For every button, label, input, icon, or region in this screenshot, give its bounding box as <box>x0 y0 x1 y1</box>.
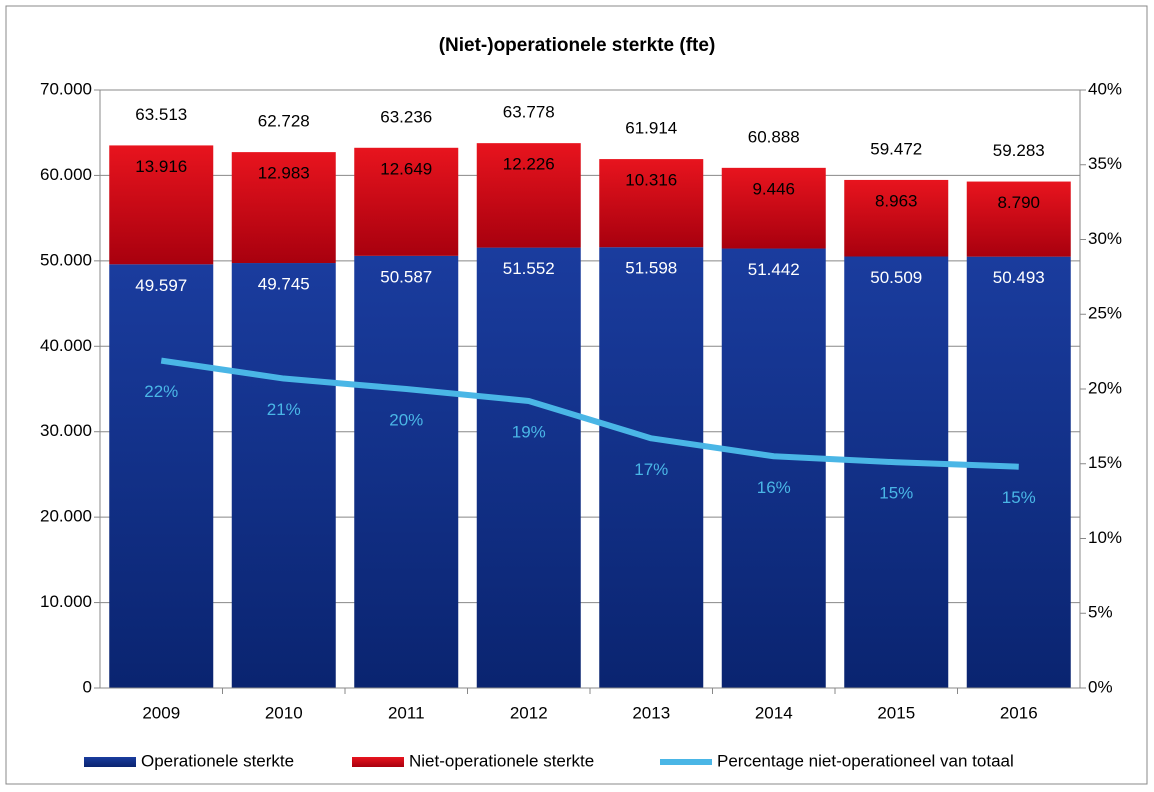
y2-tick-label: 15% <box>1088 453 1122 472</box>
total-label: 59.472 <box>870 139 922 158</box>
bar-segment <box>231 152 336 264</box>
line-label: 17% <box>634 460 668 479</box>
x-tick-label: 2009 <box>142 703 180 722</box>
y2-tick-label: 30% <box>1088 229 1122 248</box>
data-label: 12.983 <box>258 164 310 183</box>
x-tick-label: 2014 <box>755 703 793 722</box>
y2-tick-label: 5% <box>1088 603 1113 622</box>
bar-segment <box>966 256 1071 688</box>
line-label: 15% <box>879 484 913 503</box>
bar-segment <box>844 256 949 688</box>
y2-tick-label: 0% <box>1088 677 1113 696</box>
total-label: 63.236 <box>380 107 432 126</box>
total-label: 63.513 <box>135 105 187 124</box>
data-label: 51.598 <box>625 259 677 278</box>
total-label: 63.778 <box>503 103 555 122</box>
total-label: 59.283 <box>993 141 1045 160</box>
y2-tick-label: 40% <box>1088 79 1122 98</box>
bar-segment <box>109 145 214 265</box>
x-tick-label: 2012 <box>510 703 548 722</box>
line <box>160 357 1019 470</box>
y-tick-label: 30.000 <box>40 421 92 440</box>
data-label: 8.790 <box>997 193 1040 212</box>
y-tick-label: 40.000 <box>40 336 92 355</box>
data-label: 51.552 <box>503 259 555 278</box>
legend-label: Percentage niet-operationeel van totaal <box>717 751 1014 770</box>
legend-label: Operationele sterkte <box>141 751 294 770</box>
line-label: 15% <box>1002 488 1036 507</box>
x-tick-label: 2013 <box>632 703 670 722</box>
y2-tick-label: 35% <box>1088 154 1122 173</box>
data-label: 49.597 <box>135 276 187 295</box>
y-tick-label: 0 <box>83 677 92 696</box>
bar-segment <box>599 247 704 688</box>
data-label: 13.916 <box>135 157 187 176</box>
y2-tick-label: 10% <box>1088 528 1122 547</box>
bar-segment <box>844 179 949 257</box>
data-label: 49.745 <box>258 275 310 294</box>
bar-segment <box>109 264 214 688</box>
line-label: 22% <box>144 382 178 401</box>
data-label: 10.316 <box>625 171 677 190</box>
chart-title: (Niet-)operationele sterkte (fte) <box>439 35 716 56</box>
y-tick-label: 10.000 <box>40 592 92 611</box>
legend-swatch <box>84 757 136 767</box>
data-label: 12.649 <box>380 159 432 178</box>
x-tick-label: 2011 <box>388 703 425 722</box>
y-tick-label: 70.000 <box>40 79 92 98</box>
bar-segment <box>231 263 336 688</box>
x-tick-label: 2015 <box>877 703 915 722</box>
bar-segment <box>476 143 581 248</box>
line-label: 19% <box>512 422 546 441</box>
bar-segment <box>721 167 826 249</box>
bar-segment <box>354 147 459 256</box>
line-label: 21% <box>267 400 301 419</box>
data-label: 50.493 <box>993 268 1045 287</box>
bar-segment <box>476 247 581 688</box>
y-tick-label: 50.000 <box>40 250 92 269</box>
line-label: 20% <box>389 410 423 429</box>
data-label: 50.509 <box>870 268 922 287</box>
x-tick-label: 2010 <box>265 703 303 722</box>
total-label: 61.914 <box>625 119 677 138</box>
data-label: 8.963 <box>875 191 918 210</box>
x-tick-label: 2016 <box>1000 703 1038 722</box>
y2-tick-label: 20% <box>1088 378 1122 397</box>
total-label: 62.728 <box>258 112 310 131</box>
data-label: 9.446 <box>752 179 795 198</box>
line-label: 16% <box>757 478 791 497</box>
bar-segment <box>721 248 826 689</box>
bar-segment <box>599 159 704 248</box>
legend-swatch <box>352 757 404 767</box>
data-label: 51.442 <box>748 260 800 279</box>
y2-tick-label: 25% <box>1088 304 1122 323</box>
legend-label: Niet-operationele sterkte <box>409 751 594 770</box>
total-label: 60.888 <box>748 127 800 146</box>
y-tick-label: 60.000 <box>40 165 92 184</box>
data-label: 50.587 <box>380 267 432 286</box>
data-label: 12.226 <box>503 155 555 174</box>
bar-segment <box>966 181 1071 257</box>
bar-segment <box>354 255 459 689</box>
y-tick-label: 20.000 <box>40 507 92 526</box>
